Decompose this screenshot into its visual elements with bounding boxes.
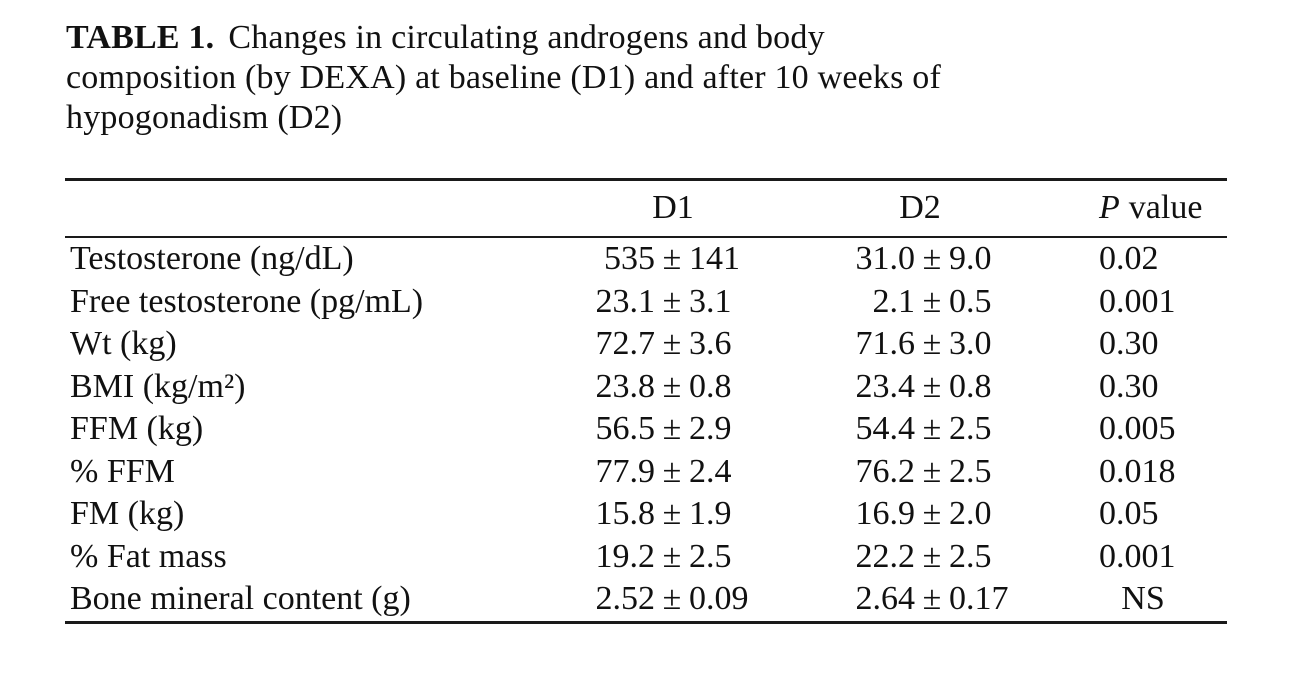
d1-sd: 141 <box>689 240 740 278</box>
d1-sd: 3.1 <box>689 282 732 320</box>
table-row: % FFM 77.9 ± 2.4 76.2 ± 2.5 0.018 <box>65 451 1227 494</box>
p-value: NS <box>1121 580 1165 618</box>
d1-mean: 23.1 <box>595 282 656 320</box>
d2-sd: 2.0 <box>949 495 992 533</box>
row-label: Testosterone (ng/dL) <box>70 240 354 278</box>
d2-mean: 22.2 <box>855 537 916 575</box>
table-row: Free testosterone (pg/mL) 23.1 ± 3.1 2.1… <box>65 281 1227 324</box>
p-value: 0.018 <box>1099 452 1176 490</box>
d1-mean: 535 <box>604 240 655 278</box>
header-p-italic: P <box>1099 189 1120 226</box>
caption-table-number: TABLE 1. <box>66 19 215 56</box>
d2-sd: 9.0 <box>949 240 992 278</box>
plus-minus-symbol: ± <box>922 367 942 405</box>
header-d2: D2 <box>899 189 941 226</box>
d2-mean: 23.4 <box>855 367 916 405</box>
plus-minus-symbol: ± <box>922 537 942 575</box>
d1-mean: 23.8 <box>595 367 656 405</box>
row-label: % FFM <box>70 452 175 490</box>
plus-minus-symbol: ± <box>662 537 682 575</box>
table-row: Bone mineral content (g) 2.52 ± 0.09 2.6… <box>65 578 1227 621</box>
plus-minus-symbol: ± <box>922 580 942 618</box>
d1-sd: 2.5 <box>689 537 732 575</box>
row-label: BMI (kg/m²) <box>70 367 246 405</box>
mid-rule <box>65 235 1227 238</box>
row-label: % Fat mass <box>70 537 227 575</box>
d1-sd: 0.8 <box>689 367 732 405</box>
table-caption: TABLE 1. Changes in circulating androgens… <box>66 18 1226 138</box>
header-d1: D1 <box>652 189 694 226</box>
caption-line-1-text: Changes in circulating androgens and bod… <box>228 19 825 56</box>
table-row: Wt (kg) 72.7 ± 3.6 71.6 ± 3.0 0.30 <box>65 323 1227 366</box>
caption-line-3: hypogonadism (D2) <box>66 99 343 136</box>
d2-mean: 76.2 <box>855 452 916 490</box>
row-label: Bone mineral content (g) <box>70 580 411 618</box>
plus-minus-symbol: ± <box>922 410 942 448</box>
table-body: Testosterone (ng/dL) 535 ± 141 31.0 ± 9.… <box>65 238 1227 621</box>
top-rule <box>65 178 1227 181</box>
d1-sd: 3.6 <box>689 325 732 363</box>
plus-minus-symbol: ± <box>922 240 942 278</box>
plus-minus-symbol: ± <box>922 282 942 320</box>
plus-minus-symbol: ± <box>662 580 682 618</box>
caption-line-1: TABLE 1. Changes in circulating androgens… <box>66 18 1226 58</box>
d2-mean: 2.64 <box>855 580 916 618</box>
plus-minus-symbol: ± <box>662 325 682 363</box>
d2-sd: 2.5 <box>949 452 992 490</box>
d1-mean: 72.7 <box>595 325 656 363</box>
plus-minus-symbol: ± <box>662 240 682 278</box>
d2-sd: 0.8 <box>949 367 992 405</box>
plus-minus-symbol: ± <box>922 495 942 533</box>
d2-sd: 3.0 <box>949 325 992 363</box>
table-row: FM (kg) 15.8 ± 1.9 16.9 ± 2.0 0.05 <box>65 493 1227 536</box>
d1-mean: 15.8 <box>595 495 656 533</box>
d2-mean: 54.4 <box>855 410 916 448</box>
p-value: 0.05 <box>1099 495 1159 533</box>
d2-mean: 2.1 <box>872 282 916 320</box>
row-label: FFM (kg) <box>70 410 204 448</box>
plus-minus-symbol: ± <box>922 452 942 490</box>
row-label: Wt (kg) <box>70 325 177 363</box>
plus-minus-symbol: ± <box>662 410 682 448</box>
plus-minus-symbol: ± <box>662 367 682 405</box>
d1-sd: 2.4 <box>689 452 732 490</box>
d2-sd: 0.17 <box>949 580 1009 618</box>
d1-sd: 1.9 <box>689 495 732 533</box>
d2-sd: 2.5 <box>949 410 992 448</box>
row-label: FM (kg) <box>70 495 185 533</box>
header-p-rest: value <box>1128 189 1203 226</box>
p-value: 0.02 <box>1099 240 1159 278</box>
bottom-rule <box>65 620 1227 624</box>
d2-sd: 0.5 <box>949 282 992 320</box>
d1-mean: 2.52 <box>595 580 656 618</box>
row-label: Free testosterone (pg/mL) <box>70 282 424 320</box>
p-value: 0.001 <box>1099 537 1176 575</box>
table-row: Testosterone (ng/dL) 535 ± 141 31.0 ± 9.… <box>65 238 1227 281</box>
p-value: 0.30 <box>1099 367 1159 405</box>
table-row: BMI (kg/m²) 23.8 ± 0.8 23.4 ± 0.8 0.30 <box>65 366 1227 409</box>
d1-mean: 19.2 <box>595 537 656 575</box>
plus-minus-symbol: ± <box>922 325 942 363</box>
plus-minus-symbol: ± <box>662 452 682 490</box>
d2-mean: 16.9 <box>855 495 916 533</box>
d1-mean: 56.5 <box>595 410 656 448</box>
d1-mean: 77.9 <box>595 452 656 490</box>
plus-minus-symbol: ± <box>662 495 682 533</box>
table-row: FFM (kg) 56.5 ± 2.9 54.4 ± 2.5 0.005 <box>65 408 1227 451</box>
table-row: % Fat mass 19.2 ± 2.5 22.2 ± 2.5 0.001 <box>65 536 1227 579</box>
p-value: 0.30 <box>1099 325 1159 363</box>
d1-sd: 0.09 <box>689 580 749 618</box>
caption-line-2: composition (by DEXA) at baseline (D1) a… <box>66 59 941 96</box>
d1-sd: 2.9 <box>689 410 732 448</box>
p-value: 0.005 <box>1099 410 1176 448</box>
d2-mean: 71.6 <box>855 325 916 363</box>
plus-minus-symbol: ± <box>662 282 682 320</box>
d2-sd: 2.5 <box>949 537 992 575</box>
d2-mean: 31.0 <box>855 240 916 278</box>
p-value: 0.001 <box>1099 282 1176 320</box>
